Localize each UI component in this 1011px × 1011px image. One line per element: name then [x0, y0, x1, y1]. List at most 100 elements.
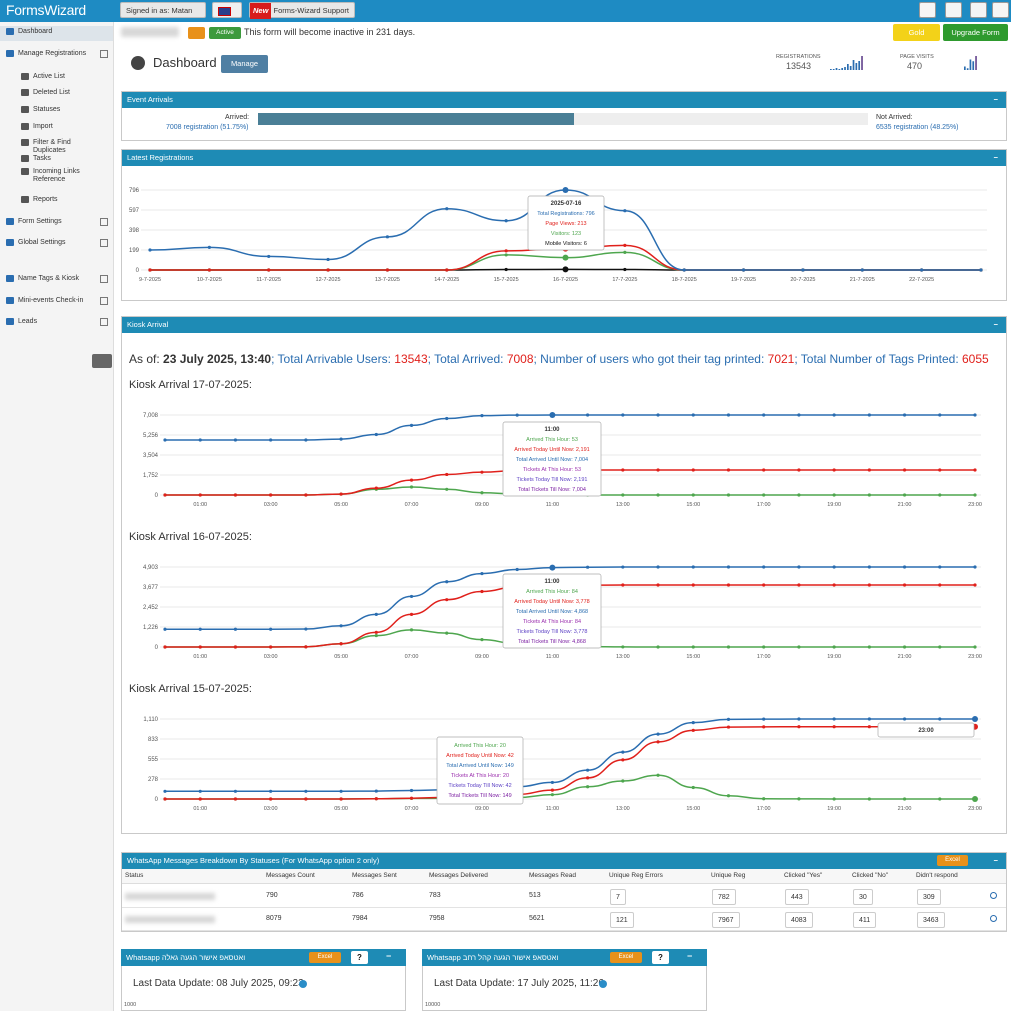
active-badge: Active [209, 27, 241, 39]
sidebar-item[interactable]: Name Tags & Kiosk [18, 275, 79, 282]
value-box[interactable]: 443 [785, 889, 809, 905]
value-box[interactable]: 7 [610, 889, 626, 905]
menu-icon[interactable] [992, 2, 1009, 18]
value-box[interactable]: 121 [610, 912, 634, 928]
table-cell: 783 [429, 892, 441, 899]
excel-button[interactable]: Excel [937, 855, 968, 866]
sidebar-item[interactable]: Deleted List [33, 89, 70, 96]
data-point [691, 413, 695, 417]
sidebar-item[interactable]: Tasks [33, 155, 51, 162]
data-point [972, 716, 978, 722]
expand-icon[interactable] [100, 218, 108, 226]
x-tick-label: 03:00 [264, 654, 278, 660]
expand-icon[interactable] [100, 239, 108, 247]
support-button[interactable]: New Forms-Wizard Support [249, 2, 355, 19]
refresh-icon[interactable] [990, 892, 997, 899]
x-tick-label: 11-7-2025 [256, 277, 281, 283]
collapse[interactable]: − [993, 153, 998, 162]
sidebar-item[interactable]: Active List [33, 73, 65, 80]
expand-icon[interactable] [100, 275, 108, 283]
kiosk-chart-title: Kiosk Arrival 17-07-2025: [129, 379, 252, 391]
x-tick-label: 01:00 [193, 502, 207, 508]
sidebar-item[interactable]: Import [33, 123, 53, 130]
column-header: Unique Reg Errors [609, 872, 663, 879]
edit-icon[interactable] [919, 2, 936, 18]
gold-button[interactable]: Gold [893, 24, 940, 41]
data-point [832, 725, 836, 729]
value-box[interactable]: 7967 [712, 912, 740, 928]
sidebar-item[interactable]: Manage Registrations [18, 50, 87, 57]
sidebar-item[interactable]: Form Settings [18, 218, 62, 225]
y-tick-label: 2,452 [143, 605, 159, 611]
data-point [550, 780, 554, 785]
value-box[interactable]: 411 [853, 912, 877, 928]
sidebar-item[interactable]: Reports [33, 196, 58, 203]
data-point [504, 249, 508, 253]
data-point [326, 257, 330, 262]
value-box[interactable]: 3463 [917, 912, 945, 928]
expand-icon[interactable] [100, 50, 108, 58]
sidebar-item[interactable]: Filter & Find Duplicates [33, 139, 71, 154]
data-point [385, 268, 390, 272]
excel-button[interactable]: Excel [610, 952, 642, 963]
sidebar-icon [21, 73, 29, 80]
logout-icon[interactable] [970, 2, 987, 18]
collapse[interactable]: − [993, 856, 998, 865]
data-point [267, 268, 271, 272]
data-point [797, 468, 801, 472]
sidebar-item[interactable]: Global Settings [18, 239, 66, 246]
expand-icon[interactable] [100, 318, 108, 326]
data-point [797, 493, 801, 497]
value-box[interactable]: 4083 [785, 912, 813, 928]
x-tick-label: 23:00 [968, 806, 982, 812]
upgrade-button[interactable]: Upgrade Form [943, 24, 1008, 41]
collapse[interactable]: − [993, 320, 998, 329]
expand-icon[interactable] [100, 297, 108, 305]
sidebar-item[interactable]: Leads [18, 318, 38, 325]
manage-button[interactable]: Manage [221, 55, 268, 73]
collapse[interactable]: − [993, 95, 998, 104]
excel-button[interactable]: Excel [309, 952, 341, 963]
data-point [938, 565, 942, 569]
data-point [304, 493, 308, 497]
data-point [797, 565, 801, 569]
value-box[interactable]: 309 [917, 889, 941, 905]
data-point [973, 468, 977, 472]
sparkline-bar [830, 69, 832, 70]
data-point [656, 645, 660, 649]
help-button[interactable]: ? [351, 951, 368, 964]
data-point [621, 493, 625, 497]
value-box[interactable]: 30 [853, 889, 873, 905]
x-tick-label: 17:00 [757, 806, 771, 812]
collapse-button[interactable] [92, 354, 112, 368]
data-point [902, 493, 907, 497]
sidebar-item[interactable]: Incoming Links Reference [33, 168, 80, 183]
data-point [797, 583, 801, 587]
y-tick-label: 7,008 [143, 413, 159, 419]
data-point [562, 254, 569, 261]
refresh-icon[interactable] [990, 915, 997, 922]
help-button[interactable]: ? [652, 951, 669, 964]
sidebar-item[interactable]: Dashboard [18, 28, 53, 35]
data-point [867, 645, 871, 649]
data-point [938, 717, 942, 721]
collapse[interactable]: − [687, 951, 693, 961]
data-point [409, 423, 414, 427]
x-tick-label: 11:00 [546, 502, 559, 508]
language-button[interactable] [212, 2, 242, 18]
forms-icon[interactable] [945, 2, 962, 18]
signed-in-button[interactable]: Signed in as: Matan [120, 2, 206, 18]
table-cell: 5621 [529, 915, 545, 922]
column-header: Didn't respond [916, 872, 958, 879]
data-point [621, 758, 625, 762]
brand[interactable]: FormsWizard [6, 2, 86, 18]
sidebar-item[interactable]: Statuses [33, 106, 61, 113]
y-tick-label: 3,504 [143, 453, 159, 459]
x-tick-label: 14-7-2025 [434, 277, 459, 283]
collapse[interactable]: − [386, 951, 392, 961]
data-point [691, 493, 695, 497]
sparkline-bar [969, 59, 972, 70]
data-point [762, 565, 766, 569]
value-box[interactable]: 782 [712, 889, 736, 905]
sidebar-item[interactable]: Mini-events Check-in [18, 297, 84, 304]
